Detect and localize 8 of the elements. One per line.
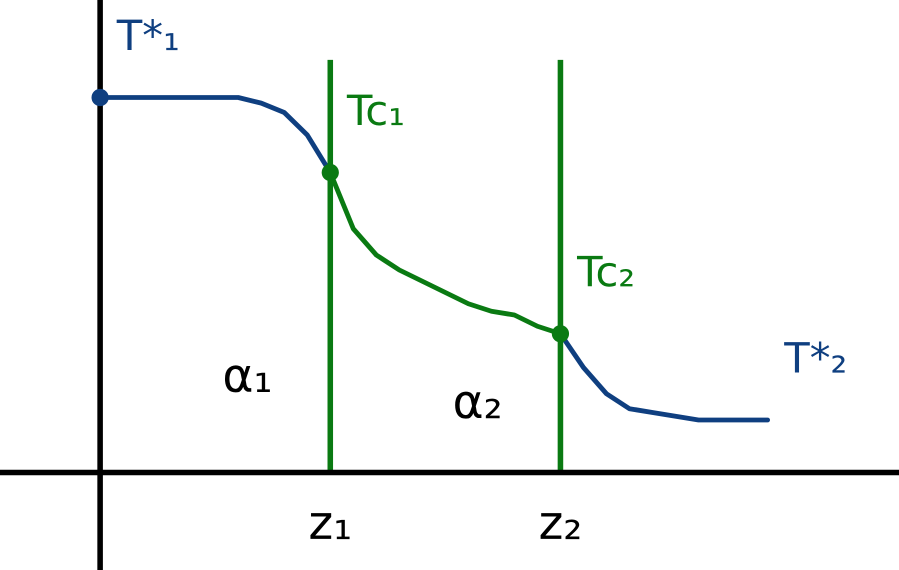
series-label: T*₂ xyxy=(784,342,845,373)
x-tick-label: z₂ xyxy=(540,513,580,540)
series-label: T*₁ xyxy=(116,19,178,50)
series-label: Tc₁ xyxy=(346,94,403,126)
series-label: Tc₂ xyxy=(576,256,632,287)
x-tick-label: z₁ xyxy=(310,513,350,540)
annotation: α₂ xyxy=(455,392,500,419)
annotation: α₁ xyxy=(224,365,270,392)
